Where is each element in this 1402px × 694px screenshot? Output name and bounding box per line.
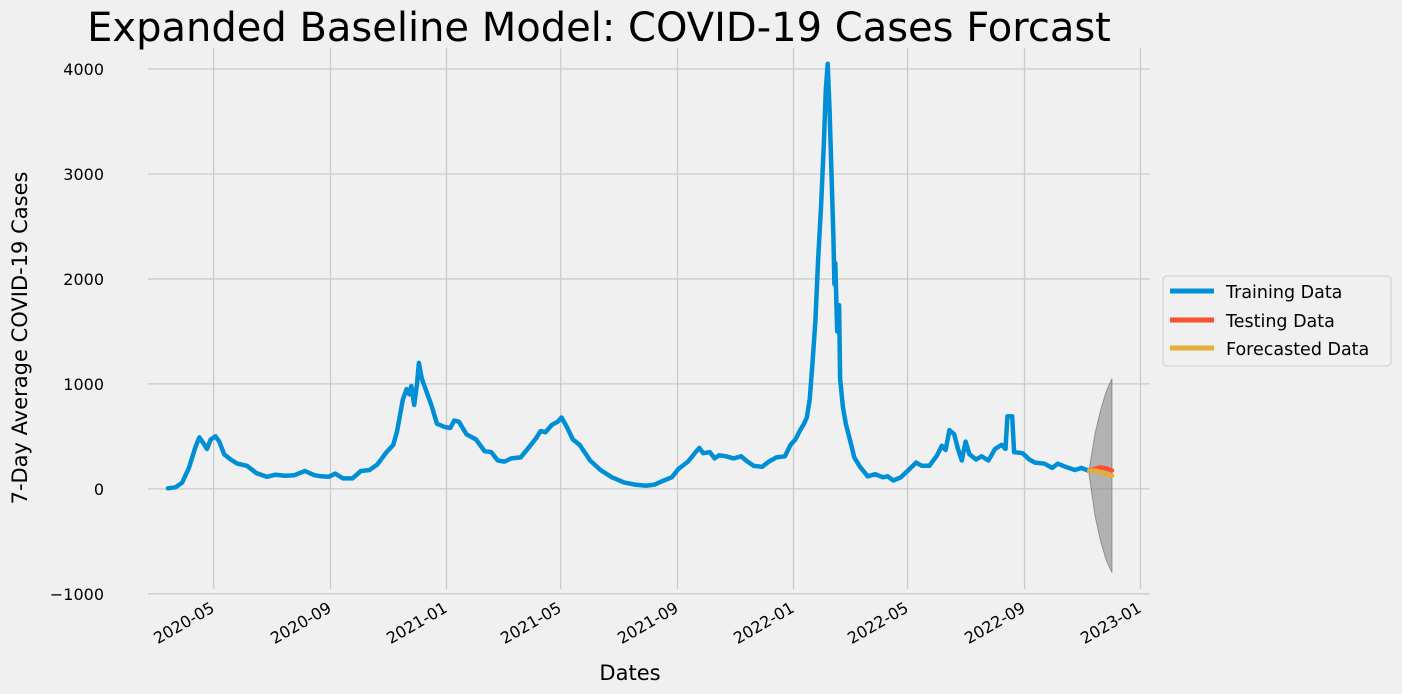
- chart-title: Expanded Baseline Model: COVID-19 Cases …: [87, 5, 1111, 51]
- y-tick-label: −1000: [50, 585, 104, 604]
- series-lines: [165, 61, 1115, 491]
- y-tick-label: 4000: [63, 60, 104, 79]
- y-axis-label: 7-Day Average COVID-19 Cases: [8, 172, 32, 505]
- confidence-interval: [1088, 378, 1113, 574]
- training-data-line: [165, 61, 1092, 491]
- legend-label-testing: Testing Data: [1225, 312, 1335, 332]
- legend-label-training: Training Data: [1225, 283, 1342, 303]
- y-axis-ticks: −1000 0 1000 2000 3000 4000: [50, 60, 104, 604]
- x-axis-label: Dates: [599, 661, 660, 685]
- y-tick-label: 1000: [63, 375, 104, 394]
- y-tick-label: 3000: [63, 165, 104, 184]
- legend-label-forecast: Forecasted Data: [1226, 340, 1369, 360]
- forecasted-data-line: [1086, 468, 1115, 478]
- grid-lines: [148, 48, 1150, 595]
- legend-box: [1162, 275, 1392, 367]
- legend: Training Data Testing Data Forecasted Da…: [1162, 275, 1392, 367]
- forecast-interval-band: [1088, 378, 1113, 574]
- y-tick-label: 2000: [63, 270, 104, 289]
- y-tick-label: 0: [94, 480, 104, 499]
